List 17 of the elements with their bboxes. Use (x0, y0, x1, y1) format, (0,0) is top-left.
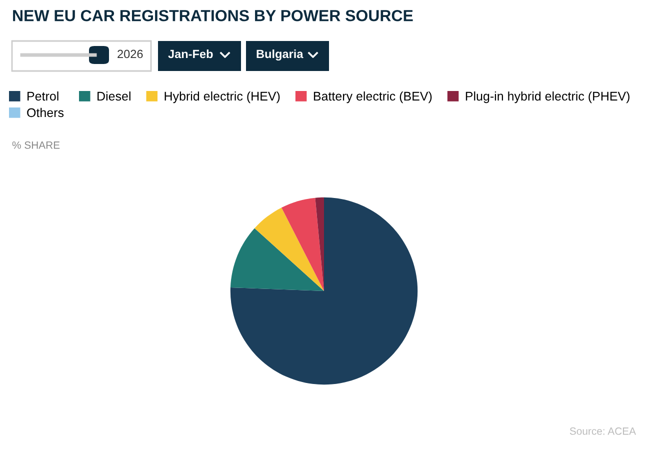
pie-slice (315, 197, 324, 291)
chart-title: NEW EU CAR REGISTRATIONS BY POWER SOURCE (13, 10, 413, 22)
legend-label: Battery electric (BEV) (314, 91, 432, 104)
legend-label: Diesel (98, 91, 130, 101)
source-note: Source: ACEA (570, 427, 636, 435)
legend-label: Hybrid electric (HEV) (164, 91, 280, 104)
pie-slice (282, 198, 324, 291)
legend-label: Plug-in hybrid electric (PHEV) (466, 91, 630, 104)
text: Jan-Feb (168, 50, 213, 58)
pie-slice (230, 228, 324, 291)
text: 2026 (118, 50, 143, 58)
legend-label: Others (27, 108, 64, 118)
legend-label: Petrol (28, 91, 58, 101)
pie-slice (254, 208, 324, 291)
pie-slice (230, 197, 418, 385)
text: Bulgaria (256, 49, 304, 61)
text: % SHARE (12, 141, 60, 149)
